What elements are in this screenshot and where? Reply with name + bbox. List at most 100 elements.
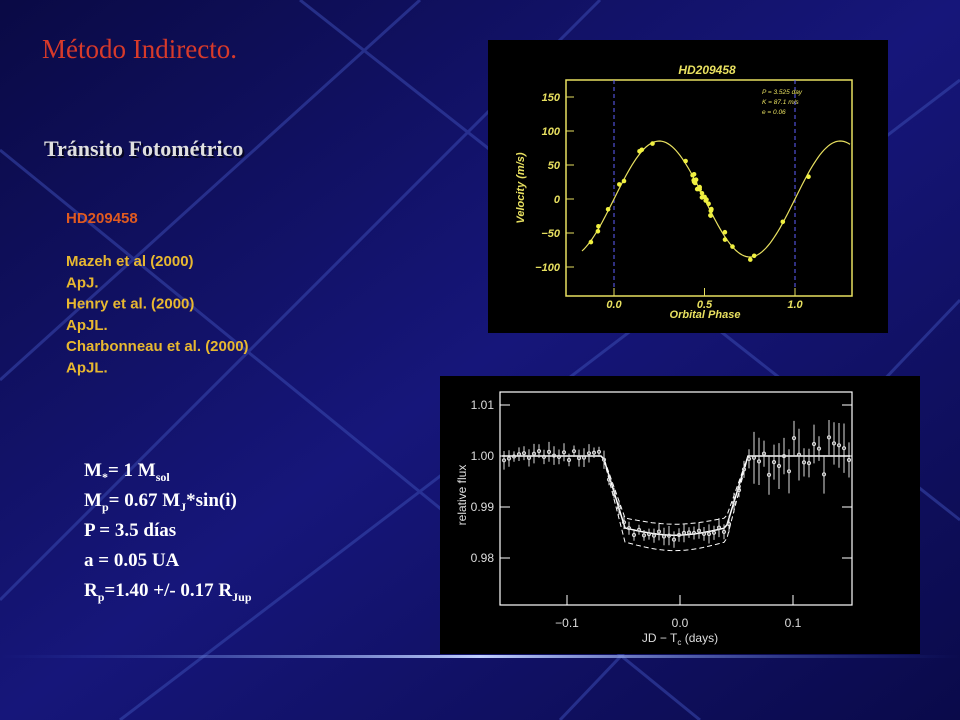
reference: ApJL. bbox=[66, 360, 108, 377]
data-point bbox=[617, 182, 622, 187]
subscript: sol bbox=[156, 470, 171, 484]
x-axis-label: JD − Tc (days) bbox=[642, 631, 718, 647]
reference: Henry et al. (2000) bbox=[66, 296, 194, 313]
star-name: HD209458 bbox=[66, 210, 138, 227]
data-points bbox=[501, 420, 852, 548]
annotation: P = 3.525 day bbox=[762, 89, 803, 96]
reference: Mazeh et al (2000) bbox=[66, 253, 194, 270]
data-point bbox=[694, 186, 700, 192]
subscript: Jup bbox=[232, 590, 252, 604]
y-ticks: 150 100 50 0 −50 −100 bbox=[535, 92, 574, 274]
data-point bbox=[722, 229, 728, 235]
data-point bbox=[730, 244, 735, 249]
data-point bbox=[595, 229, 601, 234]
subtitle: Tránsito Fotométrico bbox=[44, 136, 243, 161]
data-point bbox=[692, 180, 698, 186]
annotations: P = 3.525 day K = 87.1 m/s e = 0.06 bbox=[762, 89, 803, 116]
x-ticks: −0.1 0.0 0.1 bbox=[555, 595, 802, 630]
y-tick-label: 150 bbox=[542, 92, 561, 104]
data-point bbox=[650, 141, 655, 146]
reference: ApJL. bbox=[66, 317, 108, 334]
y-tick-label: 1.01 bbox=[471, 398, 495, 412]
subscript: J bbox=[180, 500, 186, 514]
data-point bbox=[806, 174, 811, 179]
y-axis-label: Velocity (m/s) bbox=[515, 152, 527, 223]
x-tick-label: 1.0 bbox=[787, 299, 803, 311]
parameter-text: = 1 M bbox=[108, 460, 156, 481]
reference: ApJ. bbox=[66, 274, 99, 291]
label-part: JD − T bbox=[642, 631, 678, 645]
data-point bbox=[751, 253, 757, 259]
subscript: * bbox=[102, 470, 108, 484]
title: Método Indirecto. bbox=[42, 34, 237, 64]
data-point bbox=[708, 213, 713, 218]
y-tick-label: 0 bbox=[554, 194, 561, 206]
x-axis-label: Orbital Phase bbox=[670, 309, 741, 321]
annotation: K = 87.1 m/s bbox=[762, 99, 799, 106]
data-point bbox=[706, 201, 711, 206]
data-point bbox=[703, 198, 708, 203]
subscript: p bbox=[102, 500, 109, 514]
data-point bbox=[588, 239, 594, 245]
x-tick-label: 0.5 bbox=[697, 299, 713, 311]
velocity-plot: HD209458 Orbital Phase Velocity (m/s) P … bbox=[488, 40, 888, 333]
y-tick-label: 100 bbox=[542, 126, 561, 138]
reference: Charbonneau et al. (2000) bbox=[66, 338, 249, 355]
parameter-text: a = 0.05 UA bbox=[84, 550, 180, 571]
plot-background bbox=[488, 40, 888, 333]
parameter: M*= 1 Msol bbox=[84, 460, 170, 484]
parameter-text: P = 3.5 días bbox=[84, 520, 176, 541]
data-point bbox=[709, 206, 714, 212]
data-point bbox=[780, 219, 786, 225]
data-points bbox=[588, 141, 811, 262]
parameter-text: M bbox=[84, 460, 102, 481]
x-tick-label: 0.1 bbox=[785, 616, 802, 630]
data-point bbox=[690, 172, 695, 178]
parameter: Rp=1.40 +/- 0.17 RJup bbox=[84, 580, 252, 604]
label-sub: c bbox=[677, 638, 681, 647]
parameter: a = 0.05 UA bbox=[84, 550, 180, 571]
data-point bbox=[605, 207, 611, 212]
parameter-text: *sin(i) bbox=[186, 490, 237, 511]
plot-frame bbox=[565, 79, 853, 297]
data-point bbox=[683, 158, 688, 164]
data-point bbox=[699, 191, 705, 196]
flux-plot: relative flux JD − Tc (days) 1.01 1.00 0.9… bbox=[440, 376, 920, 654]
y-ticks: 1.01 1.00 0.99 0.98 bbox=[471, 398, 852, 565]
data-point bbox=[621, 178, 627, 184]
y-axis-label: relative flux bbox=[455, 465, 469, 526]
references: Mazeh et al (2000) ApJ. Henry et al. (2000… bbox=[66, 253, 249, 377]
parameter-text: = 0.67 M bbox=[109, 490, 181, 511]
parameter: Mp= 0.67 MJ*sin(i) bbox=[84, 490, 237, 514]
data-point bbox=[637, 149, 642, 154]
y-tick-label: −100 bbox=[535, 262, 561, 274]
parameter: P = 3.5 días bbox=[84, 520, 176, 541]
x-tick-label: 0.0 bbox=[606, 299, 622, 311]
data-point bbox=[748, 257, 753, 262]
x-tick-label: −0.1 bbox=[555, 616, 579, 630]
plot-background bbox=[440, 376, 920, 654]
plot-frame bbox=[499, 391, 853, 606]
y-tick-label: 0.98 bbox=[471, 551, 495, 565]
parameter-text: R bbox=[84, 580, 98, 601]
data-point bbox=[596, 224, 601, 229]
y-tick-label: 0.99 bbox=[471, 500, 495, 514]
x-ticks: 0.0 0.5 1.0 bbox=[606, 288, 804, 311]
annotation: e = 0.06 bbox=[762, 109, 786, 116]
fit-curve bbox=[581, 140, 851, 258]
plot-title: HD209458 bbox=[678, 63, 736, 77]
parameter-text: M bbox=[84, 490, 102, 511]
y-tick-label: −50 bbox=[541, 228, 561, 240]
label-part: (days) bbox=[681, 631, 718, 645]
y-tick-label: 1.00 bbox=[471, 449, 495, 463]
divider bbox=[0, 655, 960, 658]
parameter-text: =1.40 +/- 0.17 R bbox=[104, 580, 232, 601]
data-point bbox=[699, 195, 705, 200]
y-tick-label: 50 bbox=[548, 160, 561, 172]
x-tick-label: 0.0 bbox=[672, 616, 689, 630]
subtitle-shadow: Tránsito Fotométrico bbox=[46, 138, 245, 163]
subscript: p bbox=[98, 590, 105, 604]
